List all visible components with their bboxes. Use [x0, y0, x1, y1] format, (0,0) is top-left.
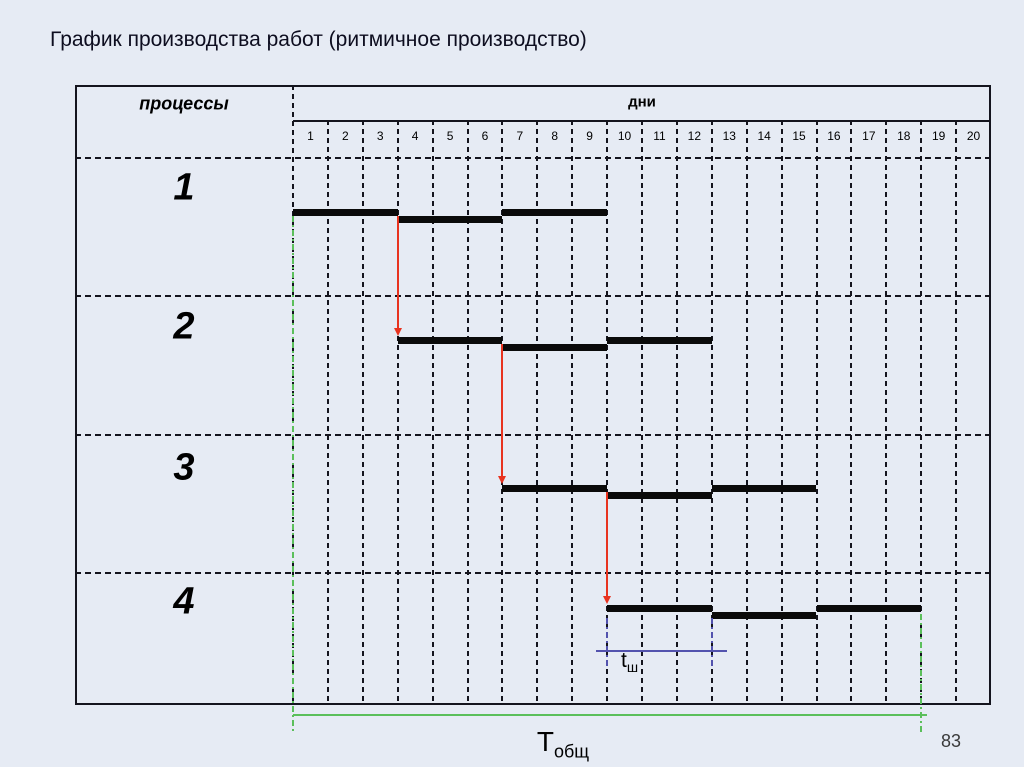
- day-tick-label: 9: [586, 129, 593, 143]
- day-tick-label: 11: [653, 129, 666, 143]
- day-grid-line: [885, 120, 888, 705]
- day-grid-line: [955, 120, 958, 705]
- day-tick-label: 2: [342, 129, 349, 143]
- day-grid-line: [780, 120, 783, 705]
- rhythm-step-label: tш: [621, 649, 638, 675]
- process-row-label: 4: [173, 580, 195, 623]
- dependency-arrow-head: [603, 596, 612, 604]
- gantt-bar-segment: [607, 337, 712, 344]
- row-separator-line: [75, 295, 991, 297]
- project-start-marker: [292, 216, 294, 733]
- gantt-bar-segment: [397, 216, 503, 223]
- day-grid-line: [815, 120, 818, 705]
- gantt-bar-segment: [502, 209, 608, 216]
- day-tick-label: 15: [792, 129, 806, 143]
- dependency-arrow-head: [393, 328, 402, 336]
- process-row-label: 2: [173, 305, 195, 348]
- gantt-bar-segment: [711, 612, 817, 619]
- day-tick-label: 16: [827, 129, 841, 143]
- day-grid-line: [641, 120, 643, 705]
- day-grid-line: [745, 120, 748, 705]
- day-tick-label: 14: [757, 129, 771, 143]
- days-axis-header: дни: [628, 93, 656, 111]
- row-separator-line: [75, 572, 991, 574]
- page-title: График производства работ (ритмичное про…: [50, 28, 587, 51]
- day-grid-line: [606, 120, 609, 705]
- total-duration-line: [293, 714, 928, 716]
- gantt-bar-segment: [607, 605, 712, 612]
- project-finish-marker: [920, 614, 923, 733]
- days-header-rule: [293, 120, 991, 122]
- day-tick-label: 5: [446, 129, 454, 143]
- day-grid-line: [710, 120, 713, 705]
- dependency-arrow-head: [498, 476, 507, 484]
- day-grid-line: [536, 120, 539, 705]
- day-grid-line: [431, 120, 434, 705]
- gantt-bar-segment: [816, 605, 922, 612]
- row-separator-line: [75, 157, 991, 159]
- gantt-bar-segment: [711, 485, 817, 492]
- day-grid-line: [396, 120, 399, 705]
- total-subscript: общ: [553, 741, 590, 762]
- day-tick-label: 7: [516, 129, 524, 143]
- day-tick-label: 3: [376, 129, 384, 143]
- gantt-bar-segment: [293, 209, 398, 216]
- rhythm-step-tick-right: [710, 618, 713, 668]
- day-tick-label: 13: [722, 129, 736, 143]
- day-tick-label: 4: [411, 129, 419, 143]
- day-tick-label: 20: [966, 129, 981, 143]
- day-grid-line: [466, 120, 469, 705]
- day-grid-line: [361, 120, 364, 705]
- gantt-bar-segment: [607, 492, 712, 499]
- day-grid-line: [920, 120, 923, 705]
- total-symbol: T: [536, 726, 554, 757]
- processes-column-header: процессы: [139, 93, 229, 114]
- dependency-arrow-line: [396, 216, 399, 329]
- day-grid-line: [326, 120, 329, 705]
- total-duration-label: Tобщ: [537, 726, 589, 763]
- day-tick-label: 6: [481, 129, 489, 143]
- page-number: 83: [941, 731, 962, 751]
- day-tick-label: 8: [551, 129, 559, 143]
- day-tick-label: 12: [687, 129, 702, 143]
- gantt-bar-segment: [502, 344, 608, 351]
- gantt-bar-segment: [397, 337, 503, 344]
- day-tick-label: 18: [897, 129, 911, 143]
- day-grid-line: [571, 120, 574, 705]
- day-tick-label: 1: [307, 129, 314, 143]
- day-grid-line: [675, 120, 678, 705]
- day-tick-label: 10: [617, 129, 632, 143]
- rhythm-subscript: ш: [626, 659, 639, 676]
- process-row-label: 1: [173, 166, 195, 209]
- row-separator-line: [75, 434, 991, 436]
- dependency-arrow-line: [501, 344, 504, 477]
- process-row-label: 3: [173, 446, 195, 489]
- gantt-table-frame: [75, 85, 991, 705]
- day-tick-label: 17: [862, 129, 876, 143]
- rhythm-step-line: [596, 650, 727, 652]
- day-grid-line: [850, 120, 853, 705]
- rhythm-step-tick-left: [606, 618, 609, 668]
- rhythm-symbol: t: [621, 649, 627, 672]
- day-tick-label: 19: [931, 129, 946, 143]
- gantt-bar-segment: [502, 485, 608, 492]
- dependency-arrow-line: [606, 492, 609, 597]
